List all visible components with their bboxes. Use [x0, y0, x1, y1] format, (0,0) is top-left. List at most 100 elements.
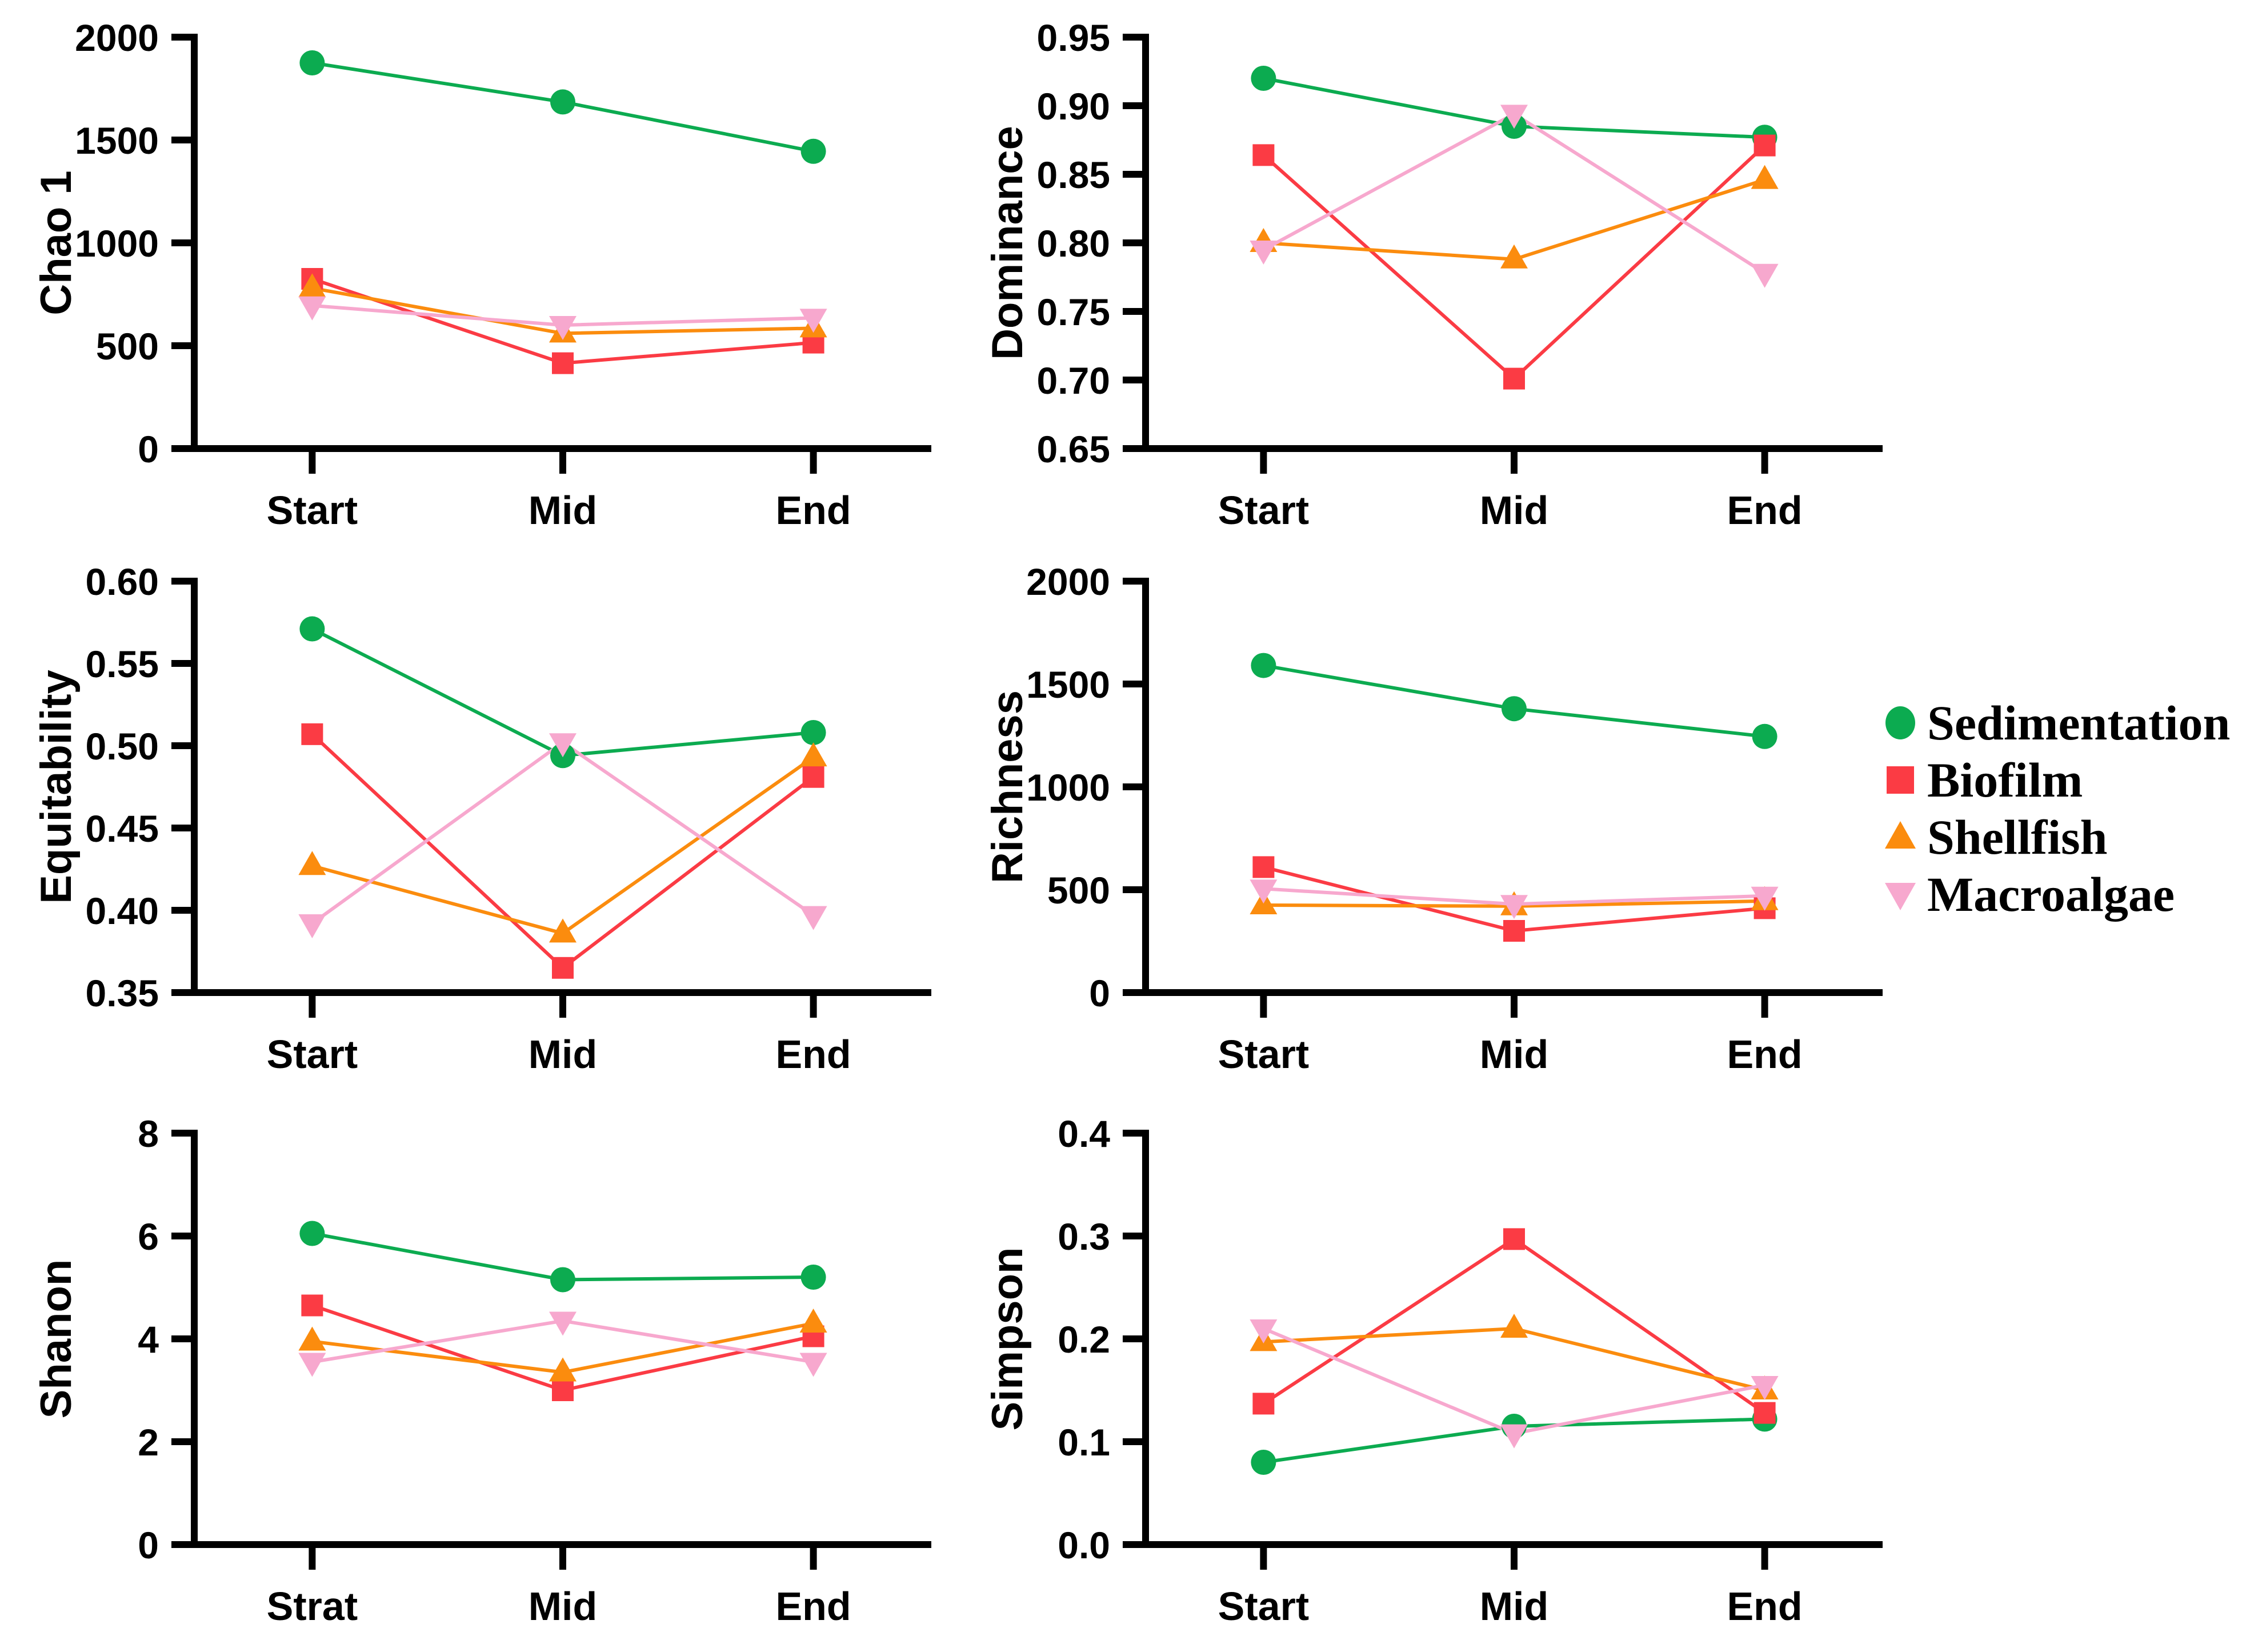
y-tick-label: 4 [138, 1318, 159, 1361]
y-tick-label: 0.65 [1037, 428, 1110, 470]
marker-macroalgae-end [799, 906, 827, 930]
y-tick-label: 0.4 [1058, 1113, 1110, 1155]
legend-item-biofilm: Biofilm [1883, 755, 2230, 805]
y-tick-label: 0 [1089, 972, 1110, 1014]
x-tick-label: End [775, 1032, 851, 1077]
marker-sedimentation-end [800, 719, 826, 745]
y-tick-label: 0.45 [86, 807, 159, 850]
x-tick-label: Strat [267, 1584, 358, 1629]
marker-biofilm-start [1252, 144, 1275, 166]
marker-macroalgae-strat [298, 1353, 326, 1377]
marker-biofilm-end [802, 766, 824, 788]
legend-label: Macroalgae [1927, 867, 2175, 922]
y-tick-label: 0.50 [86, 725, 159, 767]
marker-shellfish-end [799, 742, 827, 767]
marker-macroalgae-start [298, 914, 326, 939]
marker-macroalgae-mid [1500, 895, 1528, 919]
marker-macroalgae-end [799, 309, 827, 333]
marker-biofilm-start [1252, 1393, 1275, 1415]
marker-sedimentation-start [299, 50, 325, 75]
y-tick-label: 0.90 [1037, 85, 1110, 127]
y-tick-label: 1500 [1026, 663, 1110, 706]
marker-sedimentation-start [1251, 1450, 1276, 1475]
y-tick-label: 0 [138, 428, 159, 470]
x-tick-label: End [775, 1584, 851, 1629]
chart-chao-1: 0 500 1000 1500 2000 Start Mid End Chao 1 [32, 17, 931, 533]
chart-equitability: 0.35 0.40 0.45 0.50 0.55 0.60 Start Mid End Equit… [32, 561, 931, 1077]
x-tick-label: Mid [1480, 488, 1549, 533]
marker-sedimentation-end [1752, 723, 1777, 749]
marker-sedimentation-end [800, 1265, 826, 1290]
x-tick-label: Start [1218, 1584, 1309, 1629]
x-tick-label: Start [267, 1032, 358, 1077]
chart-simpson: 0.0 0.1 0.2 0.3 0.4 Start Mid End Simpson [983, 1113, 1883, 1629]
marker-shellfish-mid [1500, 1314, 1528, 1338]
chart-dominance: 0.65 0.70 0.75 0.80 0.85 0.90 0.95 Start Mid End D… [983, 17, 1883, 533]
y-tick-label: 0.70 [1037, 359, 1110, 402]
y-axis-label: Shanon [32, 1259, 81, 1419]
y-tick-label: 0.1 [1058, 1421, 1110, 1463]
marker-sedimentation-mid [550, 89, 575, 115]
y-tick-label: 1000 [75, 222, 159, 265]
y-tick-label: 0.3 [1058, 1215, 1110, 1258]
y-tick-label: 0.85 [1037, 154, 1110, 196]
marker-macroalgae-start [1250, 1319, 1278, 1343]
axis [191, 1130, 931, 1548]
marker-macroalgae-end [1751, 1376, 1779, 1400]
axis [191, 578, 931, 996]
marker-sedimentation-start [299, 616, 325, 642]
marker-macroalgae-mid [549, 316, 576, 340]
marker-macroalgae-mid [549, 733, 576, 758]
marker-shellfish-mid [549, 1357, 576, 1382]
legend-item-sedimentation: Sedimentation [1883, 698, 2230, 747]
x-tick-label: Start [1218, 1032, 1309, 1077]
marker-sedimentation-mid [550, 1267, 575, 1293]
y-tick-label: 2000 [1026, 561, 1110, 603]
legend-marker [1885, 821, 1916, 849]
y-tick-label: 1500 [75, 119, 159, 162]
marker-biofilm-strat [301, 1294, 323, 1317]
marker-macroalgae-end [799, 1353, 827, 1377]
marker-shellfish-mid [1500, 244, 1528, 269]
legend-item-shellfish: Shellfish [1883, 813, 2230, 862]
y-tick-label: 8 [138, 1113, 159, 1155]
marker-shellfish-end [799, 1309, 827, 1333]
marker-shellfish-mid [549, 918, 576, 943]
marker-sedimentation-strat [299, 1221, 325, 1246]
marker-sedimentation-mid [1502, 696, 1527, 722]
y-tick-label: 500 [1047, 869, 1110, 911]
y-axis-label: Simpson [983, 1247, 1032, 1431]
y-axis-label: Dominance [983, 126, 1032, 360]
y-tick-label: 0.95 [1037, 17, 1110, 59]
marker-biofilm-mid [552, 957, 574, 979]
y-tick-label: 0.0 [1058, 1524, 1110, 1566]
y-axis-label: Richness [983, 690, 1032, 883]
x-tick-label: End [1727, 1584, 1802, 1629]
axis [1142, 34, 1883, 452]
x-tick-label: Mid [1480, 1584, 1549, 1629]
y-axis-label: Equitability [32, 670, 81, 904]
y-tick-label: 6 [138, 1215, 159, 1258]
legend-label: Biofilm [1927, 753, 2083, 807]
y-tick-label: 2 [138, 1421, 159, 1463]
biofilm-square-icon [1887, 766, 1914, 794]
chart-richness: 0 500 1000 1500 2000 Start Mid End Richness [983, 561, 1883, 1077]
marker-sedimentation-start [1251, 66, 1276, 91]
y-tick-label: 0.35 [86, 972, 159, 1014]
marker-macroalgae-end [1751, 886, 1779, 911]
marker-biofilm-mid [1503, 1228, 1525, 1250]
y-tick-label: 0.80 [1037, 222, 1110, 265]
legend-label: Shellfish [1927, 810, 2108, 865]
marker-macroalgae-start [298, 296, 326, 321]
legend-marker [1885, 883, 1916, 910]
x-tick-label: Mid [529, 1584, 598, 1629]
legend-marker [1887, 766, 1914, 794]
y-tick-label: 2000 [75, 17, 159, 59]
marker-biofilm-start [1252, 856, 1275, 878]
marker-biofilm-end [1753, 1402, 1776, 1424]
axis [1142, 578, 1883, 996]
marker-biofilm-mid [552, 352, 574, 374]
series-line-shellfish [311, 755, 815, 935]
y-axis-label: Chao 1 [32, 170, 81, 315]
